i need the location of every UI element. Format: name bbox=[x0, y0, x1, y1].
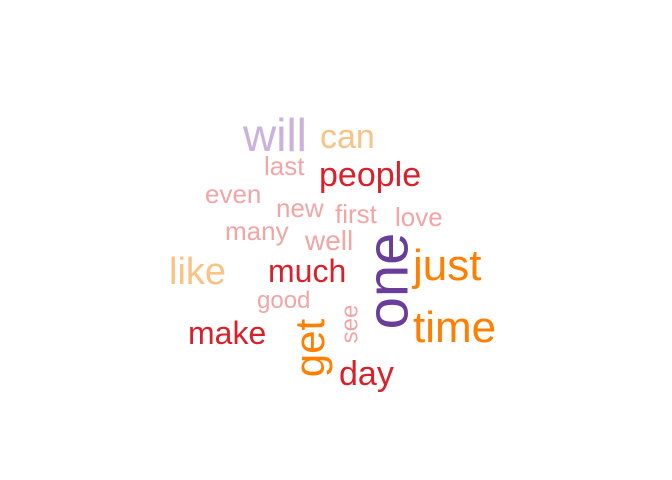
word-good: good bbox=[257, 287, 311, 314]
word-well: well bbox=[305, 225, 354, 256]
word-new: new bbox=[276, 193, 324, 223]
word-will: will bbox=[243, 109, 307, 161]
word-first: first bbox=[335, 199, 377, 229]
word-day: day bbox=[339, 355, 394, 393]
word-make: make bbox=[188, 315, 267, 351]
word-many: many bbox=[225, 216, 289, 246]
word-just: just bbox=[413, 241, 482, 290]
word-much: much bbox=[268, 253, 347, 289]
word-one: one bbox=[355, 232, 421, 330]
word-get: get bbox=[286, 318, 334, 378]
word-time: time bbox=[413, 303, 497, 352]
word-see: see bbox=[336, 304, 364, 344]
word-like: like bbox=[169, 251, 227, 293]
word-can: can bbox=[320, 118, 375, 156]
word-love: love bbox=[395, 202, 443, 232]
word-last: last bbox=[264, 151, 305, 181]
word-even: even bbox=[205, 179, 262, 209]
word-people: people bbox=[319, 156, 422, 194]
